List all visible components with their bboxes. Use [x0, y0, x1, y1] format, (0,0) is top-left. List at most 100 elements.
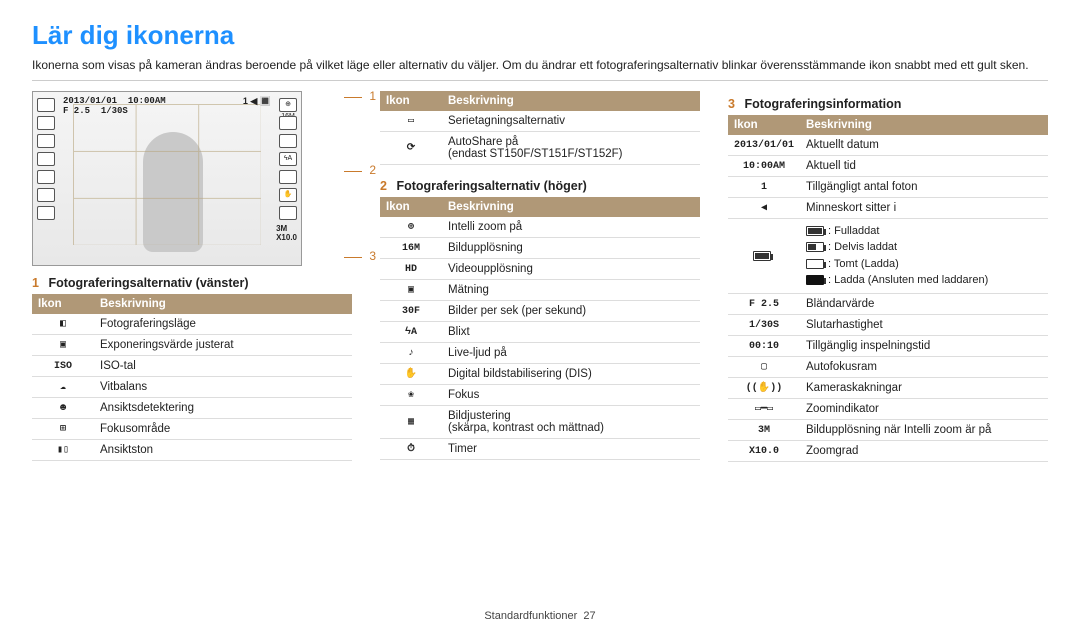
desc-cell: Aktuellt datum	[800, 135, 1048, 156]
desc-cell: Ansiktston	[94, 439, 352, 460]
section3-table: Ikon Beskrivning 2013/01/01Aktuellt datu…	[728, 115, 1048, 462]
desc-cell: Videoupplösning	[442, 258, 700, 279]
table-row: 1/30SSlutarhastighet	[728, 314, 1048, 335]
table-row: X10.0Zoomgrad	[728, 440, 1048, 461]
table-row: ♪Live-ljud på	[380, 342, 700, 363]
cam-icon: ⊕ 16M	[279, 98, 297, 112]
table-row: ▣Mätning	[380, 279, 700, 300]
column-middle: Ikon Beskrivning ▭Serietagningsalternati…	[380, 91, 700, 462]
desc-cell: Ansiktsdetektering	[94, 397, 352, 418]
table-row: ▭Serietagningsalternativ	[380, 111, 700, 132]
cam-res: 3MX10.0	[276, 224, 297, 242]
icon-cell: X10.0	[728, 440, 800, 461]
table-row: F 2.5Bländarvärde	[728, 293, 1048, 314]
cam-icon	[279, 170, 297, 184]
desc-cell: Tillgänglig inspelningstid	[800, 335, 1048, 356]
table-row: 16MBildupplösning	[380, 237, 700, 258]
icon-cell: ◧	[32, 314, 94, 335]
cam-fvalue: F 2.5	[63, 106, 90, 116]
desc-cell: Zoomgrad	[800, 440, 1048, 461]
cam-date: 2013/01/01	[63, 96, 117, 106]
desc-cell: ISO-tal	[94, 355, 352, 376]
table-row: 00:10Tillgänglig inspelningstid	[728, 335, 1048, 356]
battery-empty-icon	[806, 259, 824, 269]
desc-cell: Kameraskakningar	[800, 377, 1048, 398]
battery-full-icon	[806, 226, 824, 236]
desc-cell: Bildupplösning	[442, 237, 700, 258]
table-row: 1Tillgängligt antal foton	[728, 176, 1048, 197]
cam-icon	[37, 170, 55, 184]
th-desc: Beskrivning	[442, 91, 700, 111]
cam-shutter: 1/30S	[101, 106, 128, 116]
table-row: ▦Bildjustering (skärpa, kontrast och mät…	[380, 405, 700, 438]
cam-icon	[279, 206, 297, 220]
desc-cell: Blixt	[442, 321, 700, 342]
table-row: ▢Autofokusram	[728, 356, 1048, 377]
desc-cell: Fokus	[442, 384, 700, 405]
desc-cell: Zoomindikator	[800, 398, 1048, 419]
icon-cell: ❀	[380, 384, 442, 405]
section3-heading: 3 Fotograferingsinformation	[728, 97, 1048, 111]
th-icon: Ikon	[32, 294, 94, 314]
icon-cell: HD	[380, 258, 442, 279]
cam-icon: ✋	[279, 188, 297, 202]
section2-heading: 2 Fotograferingsalternativ (höger)	[380, 179, 700, 193]
section3-title: Fotograferingsinformation	[744, 97, 901, 111]
battery-row: : Fulladdat : Delvis laddat : Tomt (Ladd…	[728, 218, 1048, 293]
th-icon: Ikon	[380, 91, 442, 111]
desc-cell: Live-ljud på	[442, 342, 700, 363]
battery-charge-icon	[806, 275, 824, 285]
table-row: ϟABlixt	[380, 321, 700, 342]
cam-icon	[37, 152, 55, 166]
page-footer: Standardfunktioner 27	[0, 610, 1080, 622]
icon-cell: ✋	[380, 363, 442, 384]
icon-cell: ISO	[32, 355, 94, 376]
icon-cell: 10:00AM	[728, 155, 800, 176]
table-row: ISOISO-tal	[32, 355, 352, 376]
th-desc: Beskrivning	[94, 294, 352, 314]
desc-cell: AutoShare på (endast ST150F/ST151F/ST152…	[442, 131, 700, 164]
marker-2: 2	[369, 163, 376, 177]
icon-cell: 1/30S	[728, 314, 800, 335]
desc-cell: Fotograferingsläge	[94, 314, 352, 335]
table-row: ▣Exponeringsvärde justerat	[32, 334, 352, 355]
table-row: ⊞Fokusområde	[32, 418, 352, 439]
desc-cell: Tillgängligt antal foton	[800, 176, 1048, 197]
table-row: 3MBildupplösning när Intelli zoom är på	[728, 419, 1048, 440]
th-icon: Ikon	[380, 197, 442, 217]
table-row: 2013/01/01Aktuellt datum	[728, 135, 1048, 156]
table-row: ⏱Timer	[380, 438, 700, 459]
th-desc: Beskrivning	[800, 115, 1048, 135]
table-row: ◧Fotograferingsläge	[32, 314, 352, 335]
section2-num: 2	[380, 179, 387, 193]
icon-cell: ☁	[32, 376, 94, 397]
section1-title: Fotograferingsalternativ (vänster)	[48, 276, 248, 290]
cam-count: 1	[243, 96, 248, 106]
section2-table: Ikon Beskrivning ⊕Intelli zoom på16MBild…	[380, 197, 700, 460]
icon-cell: ▭	[380, 111, 442, 132]
icon-cell: ♪	[380, 342, 442, 363]
th-icon: Ikon	[728, 115, 800, 135]
icon-cell: ◀	[728, 197, 800, 218]
icon-cell: ▦	[380, 405, 442, 438]
icon-cell: 16M	[380, 237, 442, 258]
marker-1: 1	[369, 89, 376, 103]
icon-cell: ⊞	[32, 418, 94, 439]
table-row: 30FBilder per sek (per sekund)	[380, 300, 700, 321]
icon-cell: ϟA	[380, 321, 442, 342]
footer-page: 27	[583, 610, 595, 622]
camera-screen-mock: 2013/01/01 10:00AM F 2.5 1/30S 1 ◀ 🔳	[32, 91, 302, 266]
table-row: ⊕Intelli zoom på	[380, 217, 700, 238]
th-desc: Beskrivning	[442, 197, 700, 217]
section1-table: Ikon Beskrivning ◧Fotograferingsläge▣Exp…	[32, 294, 352, 461]
cam-icon	[279, 134, 297, 148]
content-columns: 2013/01/01 10:00AM F 2.5 1/30S 1 ◀ 🔳	[32, 91, 1048, 462]
table-row: ◀Minneskort sitter i	[728, 197, 1048, 218]
table-row: ▭━▭Zoomindikator	[728, 398, 1048, 419]
section1b-table: Ikon Beskrivning ▭Serietagningsalternati…	[380, 91, 700, 165]
icon-cell: 3M	[728, 419, 800, 440]
desc-cell: Bildupplösning när Intelli zoom är på	[800, 419, 1048, 440]
table-row: ☁Vitbalans	[32, 376, 352, 397]
section2-title: Fotograferingsalternativ (höger)	[396, 179, 586, 193]
desc-cell: Serietagningsalternativ	[442, 111, 700, 132]
